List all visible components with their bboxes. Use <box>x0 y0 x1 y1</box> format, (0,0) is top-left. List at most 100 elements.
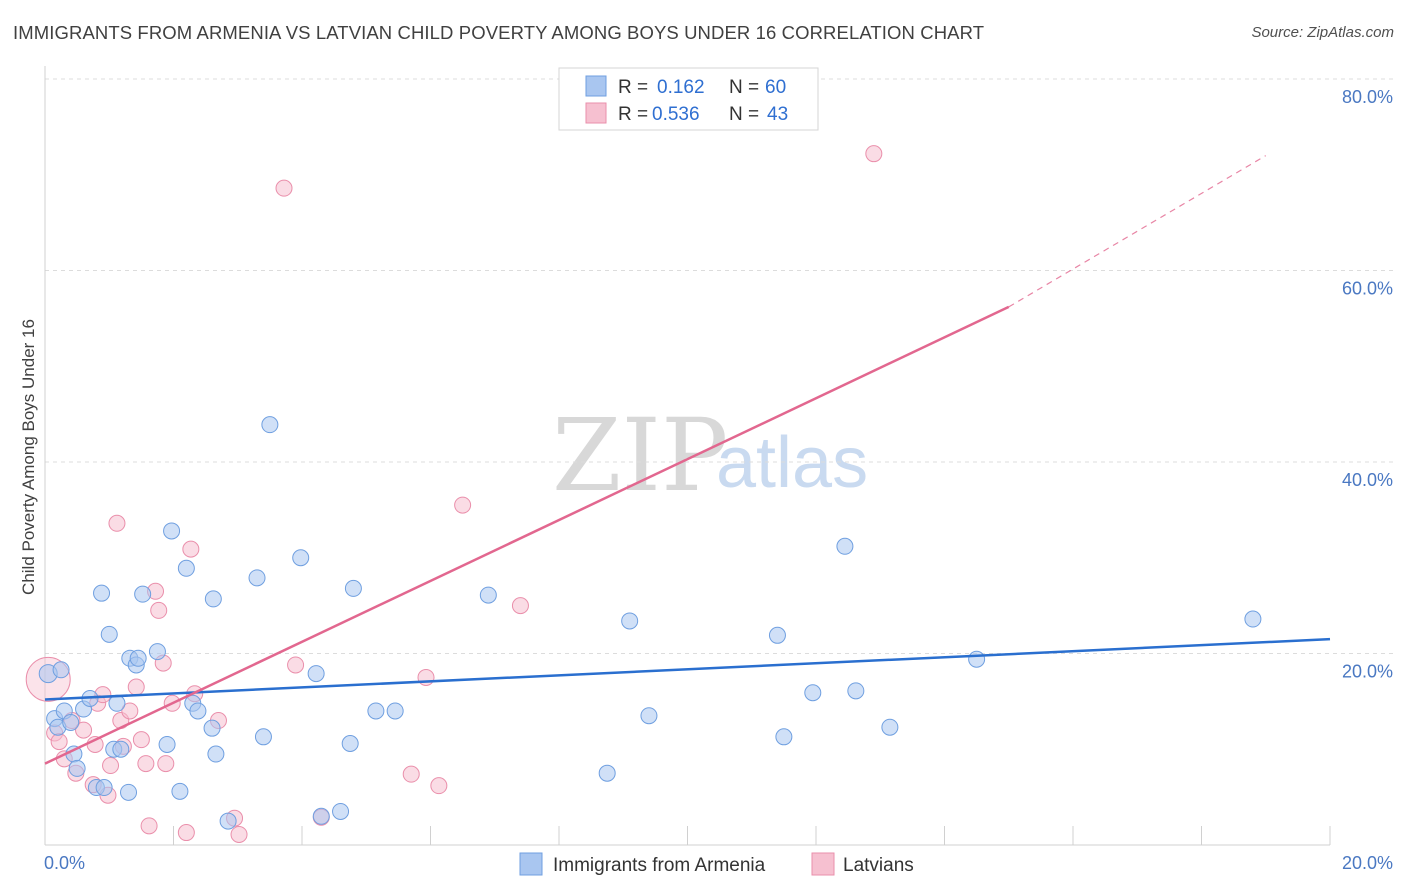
chart-title: IMMIGRANTS FROM ARMENIA VS LATVIAN CHILD… <box>13 22 985 43</box>
legend-r-label-1: R = <box>618 77 648 98</box>
armenia-point <box>479 586 497 604</box>
legend-n-value-1: 60 <box>765 77 786 98</box>
armenia-point <box>62 713 80 731</box>
tick-labels: 20.0% 40.0% 60.0% 80.0% 0.0% 20.0% <box>44 87 1393 873</box>
armenia-point <box>386 702 404 720</box>
legend-bottom-label-armenia: Immigrants from Armenia <box>553 855 766 876</box>
latvian-point <box>430 777 448 795</box>
armenia-point <box>836 537 854 555</box>
axes <box>44 66 1331 846</box>
armenia-point <box>344 579 362 597</box>
y-tick-label-3: 80.0% <box>1342 87 1393 107</box>
legend-r-value-2: 0.536 <box>652 104 700 125</box>
armenia-point <box>100 625 118 643</box>
armenia-point <box>163 522 181 540</box>
source-label: Source: ZipAtlas.com <box>1251 24 1394 41</box>
armenia-point <box>93 584 111 602</box>
legend-r-label-2: R = <box>618 104 648 125</box>
legend-swatch-armenia <box>585 75 607 97</box>
legend-n-label-1: N = <box>729 77 759 98</box>
latvian-trend-line <box>44 305 1010 765</box>
armenia-point <box>189 702 207 720</box>
armenia-point <box>292 549 310 567</box>
armenia-points <box>38 416 1262 830</box>
latvian-point <box>137 755 155 773</box>
watermark-zip: ZIP <box>552 397 728 514</box>
armenia-point <box>207 745 225 763</box>
armenia-point <box>367 702 385 720</box>
legend-bottom-swatch-armenia <box>519 852 543 876</box>
latvian-point <box>230 825 248 843</box>
trend-lines <box>44 155 1331 765</box>
legend-bottom-swatch-latvians <box>811 852 835 876</box>
armenia-point <box>68 759 86 777</box>
armenia-point <box>341 735 359 753</box>
armenia-point <box>129 649 147 667</box>
x-tick-label-1: 20.0% <box>1342 853 1393 873</box>
latvian-trend-extension <box>1008 155 1267 308</box>
legend-n-label-2: N = <box>729 104 759 125</box>
latvian-point <box>102 757 120 775</box>
armenia-point <box>112 740 130 758</box>
y-axis-title: Child Poverty Among Boys Under 16 <box>19 319 38 595</box>
armenia-point <box>847 682 865 700</box>
legend-swatch-latvians <box>585 102 607 124</box>
legend-top: R = 0.162 N = 60 R = 0.536 N = 43 <box>558 67 819 131</box>
watermark-atlas: atlas <box>716 423 868 503</box>
armenia-point <box>804 684 822 702</box>
legend-bottom-label-latvians: Latvians <box>843 855 914 876</box>
latvian-point <box>157 755 175 773</box>
latvian-point <box>140 817 158 835</box>
armenia-point <box>219 812 237 830</box>
y-tick-label-0: 20.0% <box>1342 662 1393 682</box>
latvian-point <box>511 597 529 615</box>
armenia-point <box>881 718 899 736</box>
legend-bottom: Immigrants from Armenia Latvians <box>519 852 914 876</box>
grid-lines <box>45 78 1393 654</box>
armenia-point <box>968 650 986 668</box>
armenia-point <box>148 643 166 661</box>
latvian-point <box>75 721 93 739</box>
latvian-point <box>177 824 195 842</box>
latvian-point <box>50 733 68 751</box>
armenia-point <box>640 707 658 725</box>
armenia-point <box>158 735 176 753</box>
armenia-point <box>1244 610 1262 628</box>
armenia-point <box>307 665 325 683</box>
armenia-point <box>204 590 222 608</box>
latvian-point <box>121 702 139 720</box>
armenia-point <box>332 802 350 820</box>
armenia-point <box>95 779 113 797</box>
latvian-point <box>182 540 200 558</box>
latvian-point <box>287 656 305 674</box>
armenia-point <box>108 694 126 712</box>
armenia-point <box>120 783 138 801</box>
y-tick-label-1: 40.0% <box>1342 470 1393 490</box>
armenia-point <box>203 719 221 737</box>
latvian-point <box>865 145 883 163</box>
latvian-point <box>127 678 145 696</box>
latvian-point <box>108 514 126 532</box>
armenia-point <box>171 782 189 800</box>
armenia-point <box>775 728 793 746</box>
armenia-point <box>768 626 786 644</box>
latvian-point <box>132 731 150 749</box>
armenia-point <box>598 764 616 782</box>
armenia-trend-line <box>44 637 1331 701</box>
legend-n-value-2: 43 <box>767 104 788 125</box>
latvian-point <box>402 765 420 783</box>
armenia-point <box>134 585 152 603</box>
armenia-point <box>261 416 279 434</box>
armenia-point <box>254 728 272 746</box>
legend-r-value-1: 0.162 <box>657 77 705 98</box>
armenia-point <box>621 612 639 630</box>
latvian-point <box>454 496 472 514</box>
armenia-point <box>177 559 195 577</box>
armenia-point <box>248 569 266 587</box>
armenia-point <box>52 661 70 679</box>
armenia-point <box>312 807 330 825</box>
latvian-point <box>150 601 168 619</box>
latvian-point <box>275 179 293 197</box>
y-tick-label-2: 60.0% <box>1342 279 1393 299</box>
